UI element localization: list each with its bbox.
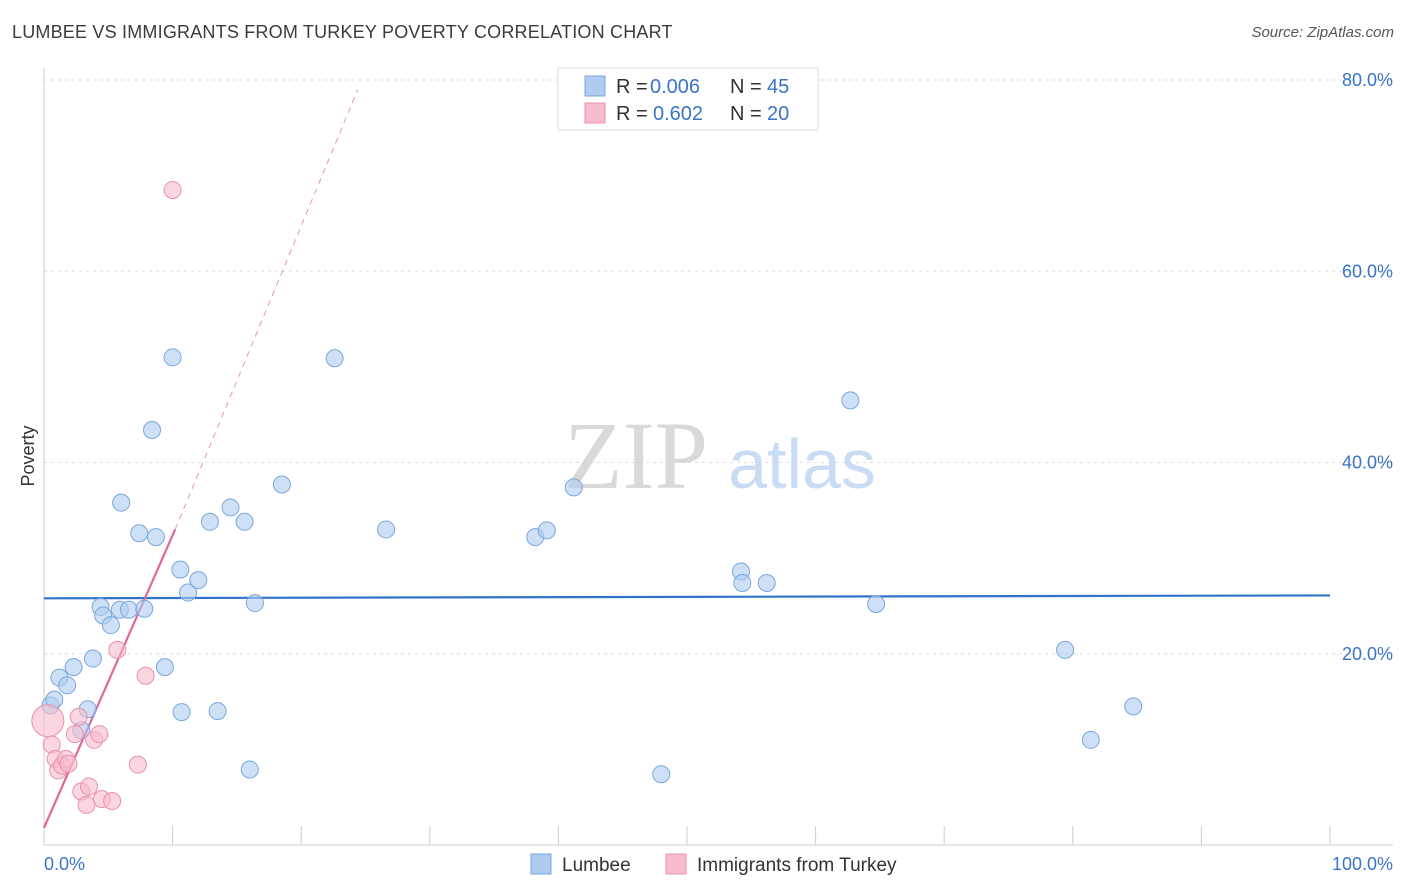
legend-r-value-lumbee: 0.006 xyxy=(650,76,700,98)
lumbee-point-36 xyxy=(652,765,671,784)
chart-source: Source: ZipAtlas.com xyxy=(1251,24,1394,41)
data-points xyxy=(31,180,1143,814)
lumbee-point-13 xyxy=(119,600,138,619)
chart-title: LUMBEE VS IMMIGRANTS FROM TURKEY POVERTY… xyxy=(12,22,673,42)
grid-layer xyxy=(44,79,1393,655)
turkey-point-10 xyxy=(77,795,96,814)
lumbee-point-24 xyxy=(200,512,219,531)
lumbee-point-43 xyxy=(1081,730,1100,749)
turkey-point-19 xyxy=(163,180,182,199)
watermark: ZIP atlas xyxy=(564,402,876,509)
axis-layer: Poverty xyxy=(18,68,1393,846)
legend-n-label-turkey: N = xyxy=(730,103,762,125)
lumbee-point-16 xyxy=(143,420,162,439)
legend-n-value-turkey: 20 xyxy=(767,103,789,125)
bottom-legend: Lumbee Immigrants from Turkey xyxy=(530,853,897,876)
legend-n-label-lumbee: N = xyxy=(730,76,762,98)
lumbee-point-22 xyxy=(179,583,198,602)
turkey-point-17 xyxy=(128,755,147,774)
lumbee-point-25 xyxy=(208,702,227,721)
watermark-atlas: atlas xyxy=(728,425,876,503)
turkey-point-13 xyxy=(90,725,109,744)
y-tick-label-3: 80.0% xyxy=(1342,70,1393,90)
legend-r-label-turkey: R = xyxy=(616,103,648,125)
lumbee-point-27 xyxy=(235,512,254,531)
lumbee-point-42 xyxy=(1056,640,1075,659)
lumbee-point-18 xyxy=(155,658,174,677)
lumbee-point-41 xyxy=(867,595,886,614)
legend-n-value-lumbee: 45 xyxy=(767,76,789,98)
legend-r-value-turkey: 0.602 xyxy=(653,103,703,125)
x-tick-label-start: 0.0% xyxy=(44,854,85,874)
y-axis-title: Poverty xyxy=(18,425,38,486)
watermark-zip: ZIP xyxy=(564,402,708,509)
lumbee-point-26 xyxy=(221,498,240,517)
bottom-legend-swatch-turkey xyxy=(665,853,687,875)
turkey-point-0 xyxy=(31,704,65,738)
y-tick-labels: 20.0% 40.0% 60.0% 80.0% xyxy=(1342,70,1393,664)
lumbee-point-19 xyxy=(163,348,182,367)
lumbee-point-21 xyxy=(172,703,191,722)
lumbee-point-31 xyxy=(325,349,344,368)
turkey-point-16 xyxy=(108,640,127,659)
x-tick-labels: 0.0% 100.0% xyxy=(44,826,1393,874)
lumbee-point-3 xyxy=(58,676,77,695)
lumbee-point-17 xyxy=(146,528,165,547)
lumbee-point-10 xyxy=(101,616,120,635)
lumbee-point-32 xyxy=(377,520,396,539)
x-tick-label-end: 100.0% xyxy=(1332,854,1393,874)
lumbee-point-28 xyxy=(240,760,259,779)
lumbee-point-34 xyxy=(537,521,556,540)
turkey-point-15 xyxy=(103,792,122,811)
lumbee-trend-line xyxy=(43,594,1331,600)
turkey-point-8 xyxy=(69,707,88,726)
legend-r-label-lumbee: R = xyxy=(616,76,648,98)
lumbee-point-4 xyxy=(64,658,83,677)
turkey-point-11 xyxy=(80,777,99,796)
lumbee-point-29 xyxy=(245,594,264,613)
lumbee-point-44 xyxy=(1124,697,1143,716)
lumbee-point-7 xyxy=(83,649,102,668)
lumbee-point-23 xyxy=(189,571,208,590)
y-tick-label-0: 20.0% xyxy=(1342,644,1393,664)
turkey-trend-line xyxy=(42,528,177,829)
lumbee-point-14 xyxy=(130,524,149,543)
turkey-trend-line-extended xyxy=(174,89,359,530)
legend: R = 0.006 N = 45 R = 0.602 N = 20 xyxy=(557,67,819,131)
lumbee-point-12 xyxy=(112,493,131,512)
legend-swatch-lumbee xyxy=(584,75,606,97)
bottom-legend-swatch-lumbee xyxy=(530,853,552,875)
lumbee-point-39 xyxy=(757,573,776,592)
legend-swatch-turkey xyxy=(584,102,606,124)
lumbee-point-40 xyxy=(841,391,860,410)
turkey-point-7 xyxy=(65,725,84,744)
lumbee-point-30 xyxy=(272,475,291,494)
bottom-legend-label-turkey: Immigrants from Turkey xyxy=(697,855,897,876)
turkey-point-6 xyxy=(59,754,78,773)
turkey-point-18 xyxy=(136,666,155,685)
bottom-legend-label-lumbee: Lumbee xyxy=(562,855,631,876)
lumbee-point-38 xyxy=(733,573,752,592)
lumbee-point-15 xyxy=(135,599,154,618)
lumbee-point-20 xyxy=(171,560,190,579)
y-tick-label-2: 60.0% xyxy=(1342,261,1393,281)
lumbee-point-35 xyxy=(564,478,583,497)
y-tick-label-1: 40.0% xyxy=(1342,453,1393,473)
